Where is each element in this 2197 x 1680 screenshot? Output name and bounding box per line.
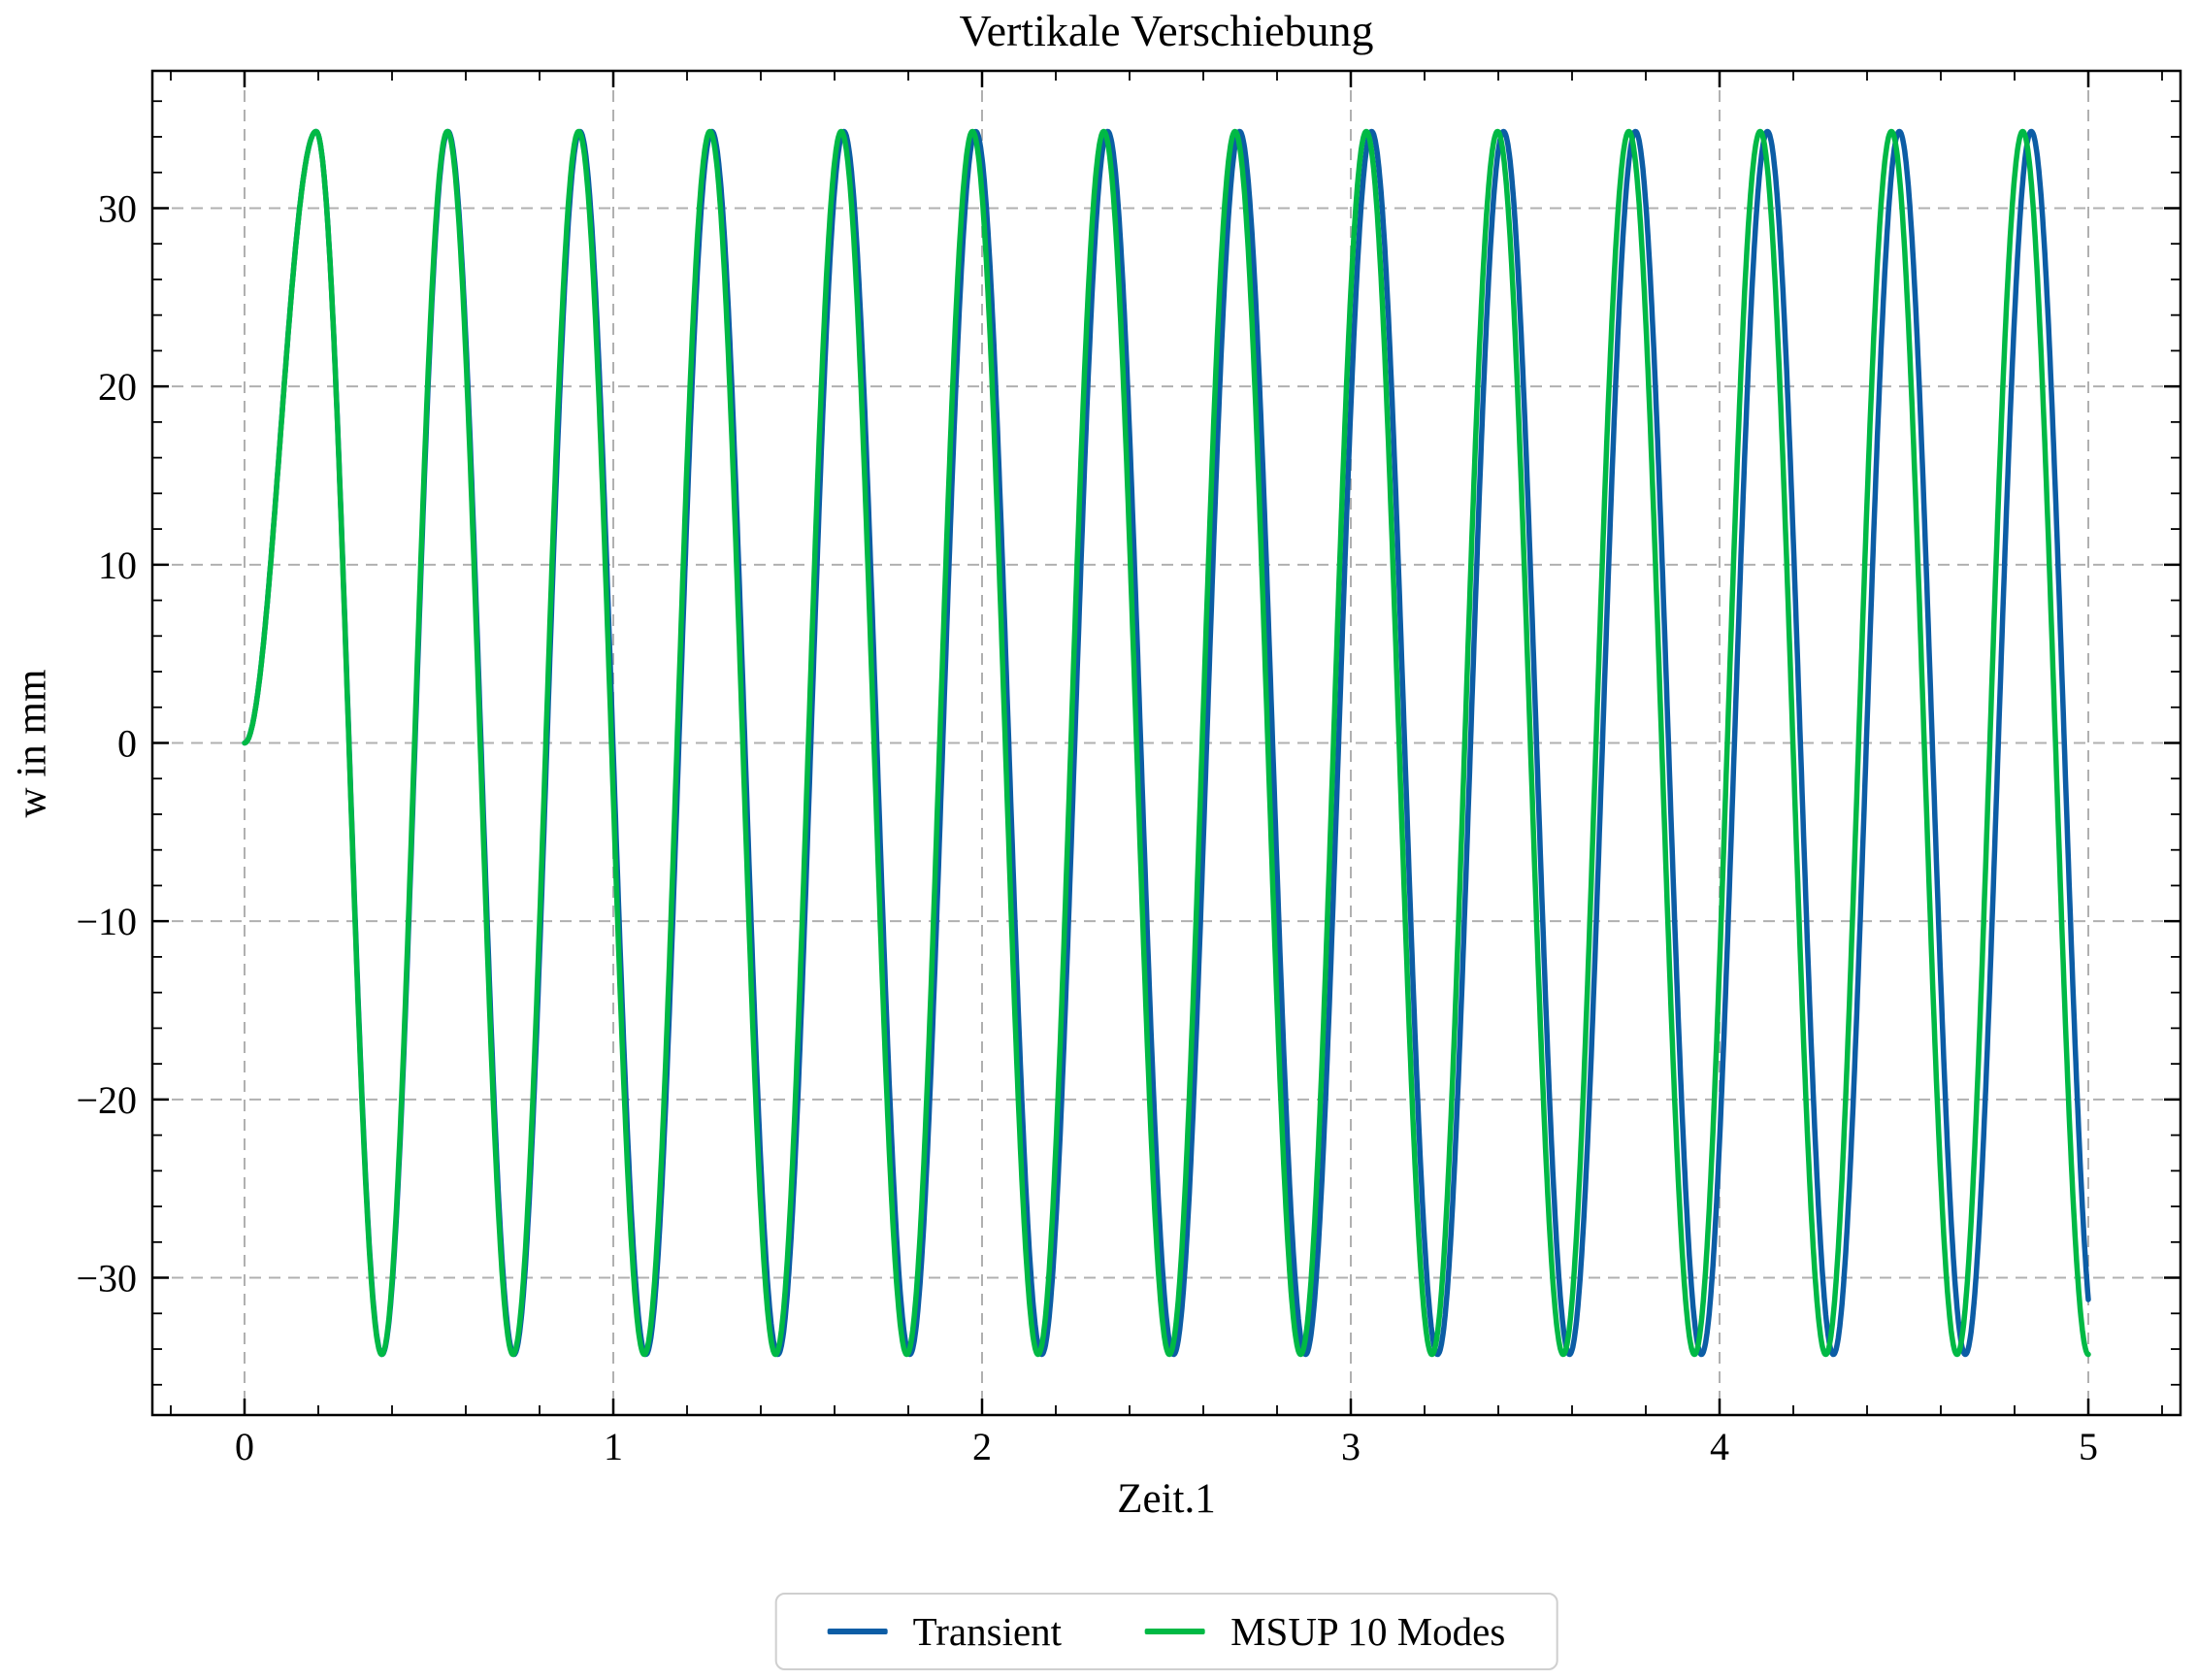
y-tick-label: −10 [76, 900, 137, 943]
y-tick-label: −30 [76, 1257, 137, 1301]
series-line-msup [242, 128, 2091, 1358]
x-tick-label: 1 [604, 1425, 623, 1468]
legend: Transient MSUP 10 Modes [774, 1593, 1558, 1670]
y-tick-label: 30 [98, 186, 137, 230]
tick-labels: 0 1 2 3 4 5 −30 −20 −10 0 10 20 30 [76, 186, 2098, 1468]
msup-line-swatch [1145, 1629, 1206, 1634]
y-axis-label: w in mm [9, 669, 55, 818]
y-tick-label: 10 [98, 544, 137, 587]
y-tick-label: −20 [76, 1078, 137, 1122]
axis-ticks [152, 71, 2181, 1415]
chart-title: Vertikale Verschiebung [959, 6, 1374, 55]
x-tick-label: 2 [972, 1425, 992, 1468]
legend-item-transient: Transient [827, 1608, 1063, 1655]
x-tick-label: 3 [1341, 1425, 1361, 1468]
transient-line-swatch [827, 1629, 888, 1634]
y-tick-label: 0 [117, 722, 137, 766]
x-tick-label: 5 [2079, 1425, 2098, 1468]
x-tick-label: 0 [235, 1425, 254, 1468]
legend-label-transient: Transient [912, 1609, 1063, 1654]
x-tick-label: 4 [1710, 1425, 1729, 1468]
legend-label-msup: MSUP 10 Modes [1230, 1609, 1506, 1654]
x-axis-label: Zeit.1 [1117, 1476, 1216, 1522]
y-tick-label: 20 [98, 365, 137, 409]
legend-item-msup: MSUP 10 Modes [1145, 1608, 1505, 1655]
